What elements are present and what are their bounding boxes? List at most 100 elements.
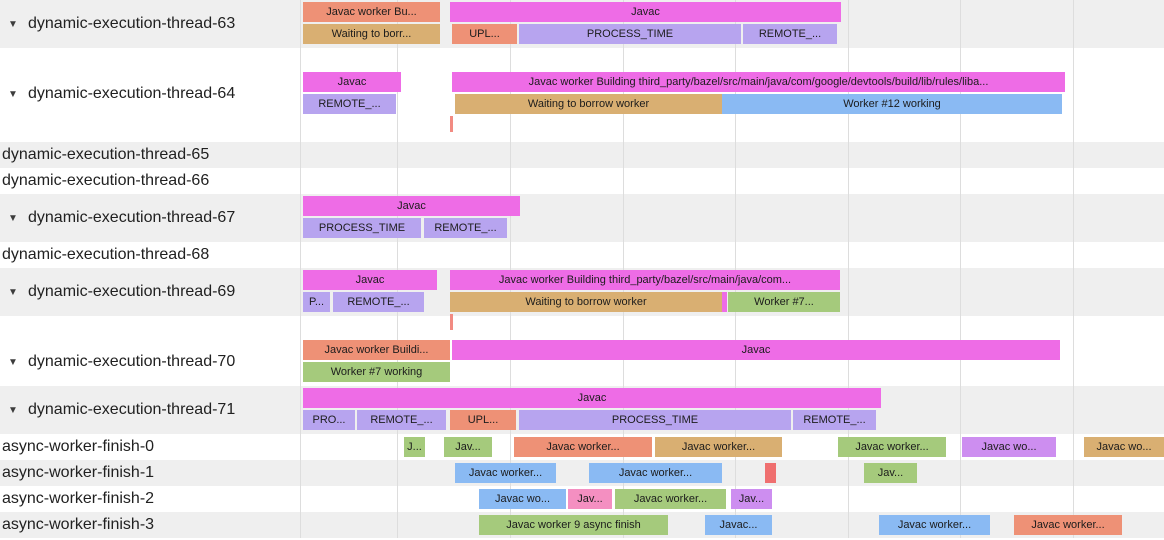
track-row: async-worker-finish-2 Javac wo... Jav... Ja…	[0, 486, 1164, 512]
track-name: dynamic-execution-thread-70	[28, 353, 236, 370]
track-label-cell: ▼ dynamic-execution-thread-71	[0, 386, 300, 434]
slice-bar[interactable]: PROCESS_TIME	[519, 410, 791, 430]
slice-bar[interactable]: Javac	[452, 340, 1060, 360]
track-row: dynamic-execution-thread-65	[0, 142, 1164, 168]
track-row: ▼ dynamic-execution-thread-69 Javac Javac w…	[0, 268, 1164, 330]
slice-bar[interactable]: Worker #7 working	[303, 362, 450, 382]
collapse-arrow-icon[interactable]: ▼	[8, 356, 18, 368]
track-row: ▼ dynamic-execution-thread-70 Javac worker…	[0, 338, 1164, 386]
track-label-cell: async-worker-finish-2	[0, 486, 300, 512]
slice-bar[interactable]: PRO...	[303, 410, 355, 430]
slice-bar[interactable]: REMOTE_...	[793, 410, 876, 430]
collapse-arrow-icon[interactable]: ▼	[8, 212, 18, 224]
slice-bar[interactable]: PROCESS_TIME	[519, 24, 741, 44]
collapse-arrow-icon[interactable]: ▼	[8, 404, 18, 416]
track-row: ▼ dynamic-execution-thread-64 Javac Javac w…	[0, 70, 1164, 132]
slice-bar[interactable]: Javac	[303, 72, 401, 92]
slice-bar[interactable]: Javac wo...	[479, 489, 566, 509]
track-name: async-worker-finish-1	[2, 464, 155, 481]
slice-bar[interactable]: Javac	[450, 2, 841, 22]
track-label-cell: ▼ dynamic-execution-thread-70	[0, 338, 300, 386]
slice-bar[interactable]: REMOTE_...	[424, 218, 507, 238]
slice-bar[interactable]: Javac worker...	[455, 463, 556, 483]
track-name: dynamic-execution-thread-66	[2, 172, 210, 189]
slice-bar[interactable]: J...	[404, 437, 425, 457]
slice-bar[interactable]	[722, 292, 727, 312]
track-row: ▼ dynamic-execution-thread-63 Javac worker…	[0, 0, 1164, 48]
slice-bar[interactable]: Worker #12 working	[722, 94, 1062, 114]
track-canvas: Javac PROCESS_TIME REMOTE_...	[300, 194, 1164, 242]
slice-bar[interactable]: Waiting to borrow worker	[455, 94, 722, 114]
track-name: dynamic-execution-thread-71	[28, 401, 236, 418]
track-canvas: Javac Javac worker Building third_party/b…	[300, 70, 1164, 132]
track-canvas: J... Jav... Javac worker... Javac worker...…	[300, 434, 1164, 460]
track-name: dynamic-execution-thread-69	[28, 283, 236, 300]
flow-event-marker[interactable]	[450, 116, 453, 132]
track-canvas: Javac worker 9 async finish Javac... Javac…	[300, 512, 1164, 538]
track-label-cell: dynamic-execution-thread-65	[0, 142, 300, 168]
track-name: async-worker-finish-3	[2, 516, 155, 533]
slice-bar[interactable]: Javac worker Bu...	[303, 2, 440, 22]
slice-bar[interactable]: Javac worker...	[589, 463, 722, 483]
slice-bar[interactable]	[765, 463, 776, 483]
slice-bar[interactable]: REMOTE_...	[357, 410, 446, 430]
slice-bar[interactable]: Javac...	[705, 515, 772, 535]
slice-bar[interactable]: REMOTE_...	[743, 24, 837, 44]
track-label-cell: async-worker-finish-1	[0, 460, 300, 486]
slice-bar[interactable]: Javac worker...	[879, 515, 990, 535]
track-row: dynamic-execution-thread-68	[0, 242, 1164, 268]
flow-event-marker[interactable]	[450, 314, 453, 330]
slice-bar[interactable]: Jav...	[444, 437, 492, 457]
slice-bar[interactable]: Javac worker...	[1014, 515, 1122, 535]
slice-bar[interactable]: Javac wo...	[1084, 437, 1164, 457]
slice-bar[interactable]: P...	[303, 292, 330, 312]
track-name: dynamic-execution-thread-68	[2, 246, 210, 263]
track-row: async-worker-finish-1 Javac worker... Java…	[0, 460, 1164, 486]
collapse-arrow-icon[interactable]: ▼	[8, 286, 18, 298]
slice-bar[interactable]: Javac worker...	[514, 437, 652, 457]
slice-bar[interactable]: Waiting to borr...	[303, 24, 440, 44]
slice-bar[interactable]: Javac worker...	[615, 489, 726, 509]
track-canvas: Javac wo... Jav... Javac worker... Jav...	[300, 486, 1164, 512]
track-row: ▼ dynamic-execution-thread-71 Javac PRO... R…	[0, 386, 1164, 434]
slice-bar[interactable]: PROCESS_TIME	[303, 218, 421, 238]
slice-bar[interactable]: Javac wo...	[962, 437, 1056, 457]
slice-bar[interactable]: Javac worker...	[838, 437, 946, 457]
slice-bar[interactable]: Jav...	[731, 489, 772, 509]
slice-bar[interactable]: Javac worker Building third_party/bazel/…	[452, 72, 1065, 92]
slice-bar[interactable]: Jav...	[568, 489, 612, 509]
track-label-cell: async-worker-finish-3	[0, 512, 300, 538]
slice-bar[interactable]: Javac	[303, 388, 881, 408]
track-label-cell: ▼ dynamic-execution-thread-64	[0, 70, 300, 118]
track-row: async-worker-finish-3 Javac worker 9 asyn…	[0, 512, 1164, 538]
slice-bar[interactable]: REMOTE_...	[303, 94, 396, 114]
track-canvas	[300, 142, 1164, 168]
slice-bar[interactable]: Javac	[303, 196, 520, 216]
slice-bar[interactable]: Javac worker 9 async finish	[479, 515, 668, 535]
track-label-cell: async-worker-finish-0	[0, 434, 300, 460]
track-canvas	[300, 242, 1164, 268]
track-label-cell: ▼ dynamic-execution-thread-67	[0, 194, 300, 242]
track-label-cell: ▼ dynamic-execution-thread-69	[0, 268, 300, 316]
slice-bar[interactable]: Waiting to borrow worker	[450, 292, 722, 312]
track-label-cell: dynamic-execution-thread-66	[0, 168, 300, 194]
track-row: ▼ dynamic-execution-thread-67 Javac PROCESS…	[0, 194, 1164, 242]
slice-bar[interactable]: UPL...	[450, 410, 516, 430]
slice-bar[interactable]: Worker #7...	[728, 292, 840, 312]
slice-bar[interactable]: Javac worker...	[655, 437, 782, 457]
track-canvas: Javac Javac worker Building third_party/b…	[300, 268, 1164, 330]
collapse-arrow-icon[interactable]: ▼	[8, 88, 18, 100]
slice-bar[interactable]: Javac	[303, 270, 437, 290]
slice-bar[interactable]: Javac worker Building third_party/bazel/…	[450, 270, 840, 290]
track-name: dynamic-execution-thread-67	[28, 209, 236, 226]
track-canvas: Javac worker... Javac worker... Jav...	[300, 460, 1164, 486]
slice-bar[interactable]: Jav...	[864, 463, 917, 483]
track-name: async-worker-finish-2	[2, 490, 155, 507]
track-name: dynamic-execution-thread-64	[28, 85, 236, 102]
slice-bar[interactable]: Javac worker Buildi...	[303, 340, 450, 360]
collapse-arrow-icon[interactable]: ▼	[8, 18, 18, 30]
slice-bar[interactable]: UPL...	[452, 24, 517, 44]
slice-bar[interactable]: REMOTE_...	[333, 292, 424, 312]
